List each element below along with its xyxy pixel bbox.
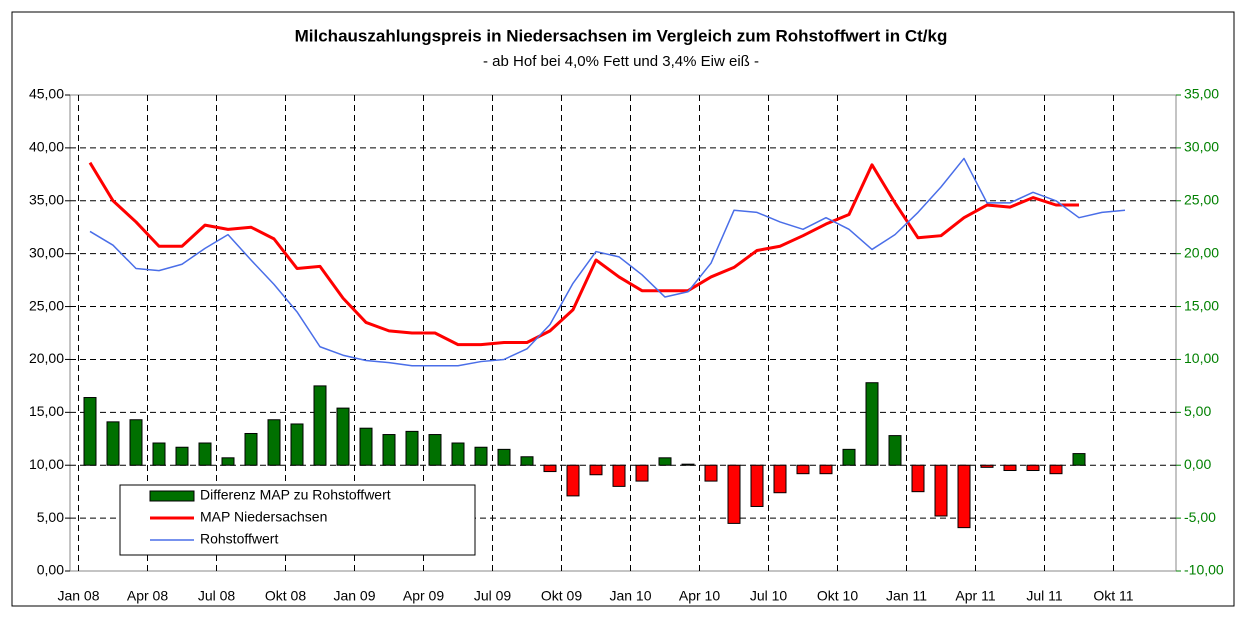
- bar: [83, 397, 97, 466]
- legend: Differenz MAP zu Rohstoffwert MAP Nieders…: [119, 484, 476, 556]
- line: [88, 161, 1079, 347]
- bar: [543, 464, 557, 473]
- x-tick-label: Jul 09: [474, 588, 512, 604]
- y2-tick-label: 5,00: [1184, 403, 1211, 419]
- y-tick-label: 20,00: [29, 350, 64, 366]
- y2-tick-label: 25,00: [1184, 191, 1219, 207]
- x-tick-label: Okt 10: [817, 588, 858, 604]
- x-tick-label: Apr 11: [955, 588, 995, 604]
- bar: [106, 421, 120, 466]
- bar: [129, 419, 143, 466]
- line: [89, 157, 1126, 367]
- bar: [497, 448, 511, 466]
- bar: [566, 464, 580, 497]
- bar: [198, 442, 212, 466]
- bar: [152, 442, 166, 466]
- y-tick-label: 45,00: [29, 86, 64, 102]
- y-tick-label: 15,00: [29, 403, 64, 419]
- x-tick-label: Jul 08: [198, 588, 236, 604]
- bar: [727, 464, 741, 524]
- bar: [888, 435, 902, 466]
- bar: [589, 464, 603, 476]
- bar: [681, 463, 695, 466]
- bar: [934, 464, 948, 517]
- x-tick-label: Apr 08: [127, 588, 168, 604]
- y2-tick-label: 30,00: [1184, 139, 1219, 155]
- bar: [244, 432, 258, 466]
- y-tick-label: 35,00: [29, 191, 64, 207]
- x-tick-label: Jan 08: [57, 588, 99, 604]
- bar: [865, 382, 879, 466]
- y2-tick-label: -5,00: [1184, 509, 1216, 525]
- x-tick-label: Jul 11: [1026, 588, 1063, 604]
- y-tick-label: 40,00: [29, 139, 64, 155]
- bar: [1072, 453, 1086, 466]
- bar: [313, 385, 327, 466]
- y-tick-label: 30,00: [29, 244, 64, 260]
- x-tick-label: Jan 09: [333, 588, 375, 604]
- bar: [911, 464, 925, 493]
- bar: [1049, 464, 1063, 475]
- bar: [451, 442, 465, 466]
- bar: [635, 464, 649, 482]
- x-tick-label: Okt 09: [541, 588, 582, 604]
- y-tick-label: 5,00: [37, 509, 64, 525]
- bar: [520, 456, 534, 466]
- x-tick-label: Apr 09: [403, 588, 444, 604]
- bar: [290, 423, 304, 466]
- bar: [796, 464, 810, 475]
- y2-tick-label: 20,00: [1184, 244, 1219, 260]
- x-tick-label: Jan 10: [609, 588, 651, 604]
- x-tick-label: Jan 11: [886, 588, 927, 604]
- chart-subtitle: - ab Hof bei 4,0% Fett und 3,4% Eiw eiß …: [483, 53, 759, 70]
- chart-title: Milchauszahlungspreis in Niedersachsen i…: [295, 26, 948, 45]
- legend-box: [119, 484, 476, 556]
- bar: [980, 464, 994, 468]
- y2-tick-label: 35,00: [1184, 86, 1219, 102]
- x-tick-label: Jul 10: [750, 588, 788, 604]
- x-tick-label: Okt 11: [1093, 588, 1133, 604]
- bar: [819, 464, 833, 475]
- bar: [474, 446, 488, 466]
- y2-tick-label: 15,00: [1184, 297, 1219, 313]
- bar: [382, 434, 396, 466]
- bar: [658, 457, 672, 466]
- bar: [1026, 464, 1040, 472]
- bar: [842, 448, 856, 466]
- legend-label: Rohstoffwert: [200, 531, 278, 547]
- bar: [405, 430, 419, 466]
- x-tick-label: Apr 10: [679, 588, 720, 604]
- bar: [267, 419, 281, 466]
- bar: [428, 434, 442, 466]
- bar: [957, 464, 971, 529]
- bar: [612, 464, 626, 487]
- bar: [1003, 464, 1017, 472]
- y2-tick-label: -10,00: [1184, 562, 1224, 578]
- y2-tick-label: 10,00: [1184, 350, 1219, 366]
- bar: [359, 427, 373, 466]
- legend-label: MAP Niedersachsen: [200, 509, 327, 525]
- bar: [773, 464, 787, 494]
- y-tick-label: 0,00: [37, 562, 64, 578]
- bar: [750, 464, 764, 507]
- x-tick-label: Okt 08: [265, 588, 306, 604]
- legend-label: Differenz MAP zu Rohstoffwert: [200, 487, 391, 503]
- y2-tick-label: 0,00: [1184, 456, 1211, 472]
- bar: [704, 464, 718, 482]
- y-tick-label: 10,00: [29, 456, 64, 472]
- legend-swatch: [149, 490, 195, 502]
- bar: [221, 457, 235, 466]
- bar: [175, 446, 189, 466]
- y-tick-label: 25,00: [29, 297, 64, 313]
- plot-area: [69, 94, 1177, 572]
- bar: [336, 407, 350, 466]
